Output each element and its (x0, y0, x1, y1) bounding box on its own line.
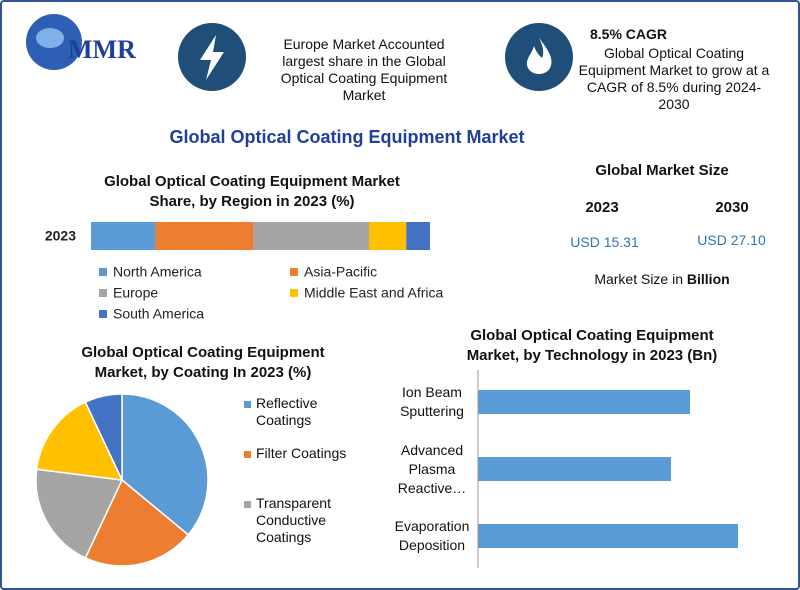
highlight-text: Europe Market Accounted largest share in… (280, 36, 448, 103)
legend-label: Filter Coatings (256, 445, 347, 461)
logo-land (36, 28, 64, 48)
year: 2030 (715, 199, 749, 216)
bar (478, 524, 738, 548)
amount: USD 15.31 (570, 234, 639, 250)
legend-swatch (244, 451, 251, 458)
chart-title: Global Optical Coating Equipment Market,… (81, 344, 325, 381)
legend-swatch (244, 501, 251, 508)
note-unit: Billion (686, 271, 730, 287)
y-tick-label: Advanced Plasma Reactive… (397, 441, 467, 496)
flame-icon (526, 38, 552, 74)
size-note: Market Size in Billion (562, 271, 762, 288)
pie-slice (121, 393, 209, 536)
pie-slice (84, 478, 190, 567)
y-tick-label: Ion Beam Sputtering (400, 384, 464, 419)
pie-slice (35, 401, 124, 481)
bar-segment (155, 222, 254, 250)
bar-segment (406, 222, 430, 250)
chart-title: Global Optical Coating Equipment Market … (104, 173, 400, 210)
legend-swatch (99, 289, 107, 297)
legend-label: Middle East and Africa (304, 285, 444, 301)
legend-swatch (244, 401, 251, 408)
legend-swatch (290, 268, 298, 276)
bar (478, 457, 671, 481)
bar (478, 390, 690, 414)
lightning-icon (200, 35, 224, 80)
legend-label: North America (113, 264, 202, 280)
legend-swatch (99, 268, 107, 276)
pie-slice (35, 468, 124, 559)
legend-label: Asia-Pacific (304, 264, 377, 280)
pie-slice (84, 393, 123, 481)
amount: USD 27.10 (697, 232, 766, 248)
cagr-title: 8.5% CAGR (590, 26, 668, 42)
year: 2023 (585, 199, 619, 216)
bar-segment (253, 222, 369, 250)
bar-segment (368, 222, 407, 250)
bar-segment (91, 222, 156, 250)
legend-label: South America (113, 306, 204, 322)
legend-label: Reflective Coatings (256, 395, 318, 428)
logo-text: MMR (68, 35, 136, 64)
note: Market Size in (594, 271, 687, 287)
y-tick-label: 2023 (45, 228, 76, 244)
legend-label: Europe (113, 285, 158, 301)
chart-title: Global Optical Coating Equipment Market,… (466, 327, 718, 364)
legend-swatch (99, 310, 107, 318)
legend-swatch (290, 289, 298, 297)
y-tick-label: Evaporation Deposition (394, 518, 470, 553)
legend-label: Transparent Conductive Coatings (256, 495, 331, 545)
size-title: Global Market Size (595, 162, 729, 179)
cagr-text: Global Optical Coating Equipment Market … (578, 45, 770, 112)
main-title: Global Optical Coating Equipment Market (169, 127, 525, 147)
